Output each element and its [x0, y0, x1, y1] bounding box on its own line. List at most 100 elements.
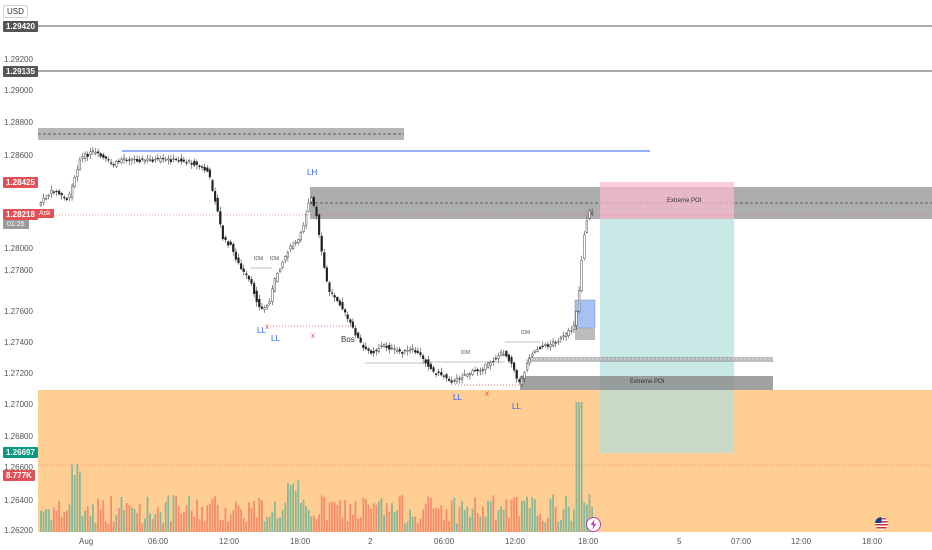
candle-body	[193, 160, 196, 166]
volume-bar	[144, 518, 146, 532]
volume-bar	[453, 497, 456, 532]
volume-bar	[573, 509, 575, 532]
volume-bar	[250, 507, 253, 532]
candle-body	[42, 197, 45, 203]
extreme-poi-lower-zone[interactable]	[520, 376, 773, 390]
x-mark-1: x	[265, 322, 269, 331]
candle-body	[572, 325, 575, 331]
volume-bar	[430, 497, 432, 532]
volume-bar	[289, 485, 292, 532]
volume-bar	[578, 402, 580, 532]
candle-body	[494, 358, 497, 360]
candle-body	[219, 211, 222, 225]
time-tick-label: 18:00	[862, 537, 883, 546]
volume-bar	[224, 508, 227, 532]
volume-bar	[409, 509, 411, 532]
volume-bar	[562, 509, 565, 532]
candle-body	[239, 263, 243, 270]
candle-body	[128, 159, 131, 161]
loss-zone[interactable]	[600, 182, 734, 219]
volume-bar	[333, 502, 336, 532]
candle-body	[224, 237, 227, 240]
volume-bar	[583, 502, 586, 532]
candle-body	[312, 197, 315, 206]
volume-bar	[146, 496, 149, 532]
volume-bar	[159, 512, 162, 532]
volume-bar	[479, 516, 482, 532]
volume-bar	[528, 507, 531, 532]
volume-bar	[411, 516, 414, 532]
candle-body	[279, 268, 282, 272]
candle-body	[180, 158, 183, 162]
candle-body	[96, 151, 100, 154]
candle-body	[226, 241, 230, 246]
candle-body	[91, 150, 94, 152]
price-tick-label: 1.28600	[4, 151, 33, 160]
candle-body	[195, 161, 198, 165]
candle-body	[463, 374, 466, 376]
volume-bar	[89, 516, 92, 532]
volume-bar	[136, 512, 138, 532]
volume-bar	[388, 511, 391, 532]
volume-bar	[320, 495, 323, 532]
candle-body	[331, 292, 334, 294]
candle-body	[146, 158, 149, 161]
candle-body	[424, 359, 427, 364]
time-tick-label: 12:00	[505, 537, 526, 546]
candle-body	[130, 158, 133, 161]
volume-bar	[487, 500, 489, 532]
volume-bar	[339, 500, 341, 532]
candle-body	[531, 354, 534, 357]
candle-body	[250, 279, 253, 284]
volume-bar	[261, 500, 263, 532]
volume-bar	[497, 510, 500, 532]
candle-body	[541, 345, 544, 348]
candle-body	[414, 350, 417, 353]
grey-order-block[interactable]	[575, 328, 595, 340]
currency-selector[interactable]: USD	[3, 5, 28, 18]
price-tick-label: 1.28800	[4, 118, 33, 127]
candle-body	[109, 162, 113, 164]
candle-body	[401, 352, 404, 354]
volume-bar	[417, 523, 419, 532]
volume-bar	[310, 516, 313, 532]
candle-body	[302, 225, 305, 232]
volume-bar	[398, 495, 401, 532]
profit-zone[interactable]	[600, 219, 734, 453]
volume-bar	[539, 513, 541, 532]
candle-body	[268, 301, 271, 304]
volume-bar	[396, 510, 398, 532]
candle-body	[357, 332, 360, 338]
volume-bar	[211, 498, 214, 532]
candle-body	[354, 328, 357, 336]
volume-bar	[432, 508, 435, 532]
candle-body	[271, 288, 274, 302]
candle-body	[351, 321, 354, 328]
volume-bar	[133, 508, 136, 532]
candle-body	[50, 190, 53, 194]
candle-body	[245, 273, 248, 276]
blue-order-block[interactable]	[574, 299, 596, 329]
volume-bar	[302, 499, 305, 532]
volume-bar	[102, 500, 105, 532]
volume-bar	[541, 520, 544, 532]
volume-bar	[196, 499, 198, 532]
candle-body	[187, 160, 191, 162]
time-tick-label: Aug	[79, 537, 94, 546]
volume-bar	[469, 516, 471, 532]
candle-body	[544, 344, 547, 346]
poi-zone-thin[interactable]	[528, 357, 773, 362]
volume-bar	[323, 496, 326, 532]
candle-body	[479, 370, 482, 372]
candle-body	[565, 333, 568, 338]
candle-body	[206, 167, 209, 172]
lightning-icon[interactable]	[586, 517, 601, 532]
volume-bar	[362, 497, 365, 532]
us-flag-icon[interactable]	[875, 517, 888, 530]
volume-bar	[359, 517, 362, 532]
candle-body	[510, 357, 513, 364]
volume-bar	[375, 504, 378, 532]
volume-bar	[201, 506, 203, 532]
